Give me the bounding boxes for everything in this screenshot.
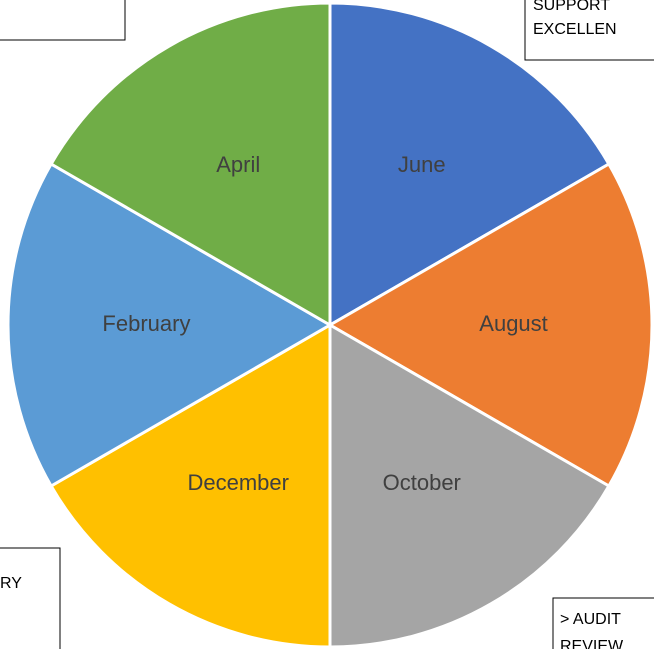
- annotation-box: [552, 597, 654, 649]
- annotation-text: EXCELLEN: [533, 21, 617, 38]
- annotation-box: [0, 0, 126, 41]
- pie-slice: [328, 322, 611, 649]
- pie-slice: [49, 322, 332, 649]
- annotation-box: [524, 0, 654, 61]
- slice-label: June: [398, 152, 446, 177]
- slice-label: December: [187, 470, 288, 495]
- annotation-text: SUPPORT: [533, 0, 610, 14]
- slice-label: October: [383, 470, 461, 495]
- pie-slice: [6, 161, 334, 489]
- annotation-text: REVIEW: [560, 638, 624, 649]
- annotation-box: [0, 547, 61, 649]
- pie-slice: [327, 161, 654, 489]
- pie-slice: [328, 1, 611, 328]
- annotation-text: RY: [0, 575, 22, 592]
- slice-label: April: [216, 152, 260, 177]
- slice-label: February: [102, 311, 190, 336]
- pie-slice: [49, 1, 332, 328]
- annotation-text: > AUDIT: [560, 611, 621, 628]
- pie: June August October December February April: [6, 1, 654, 649]
- slice-label: August: [479, 311, 548, 336]
